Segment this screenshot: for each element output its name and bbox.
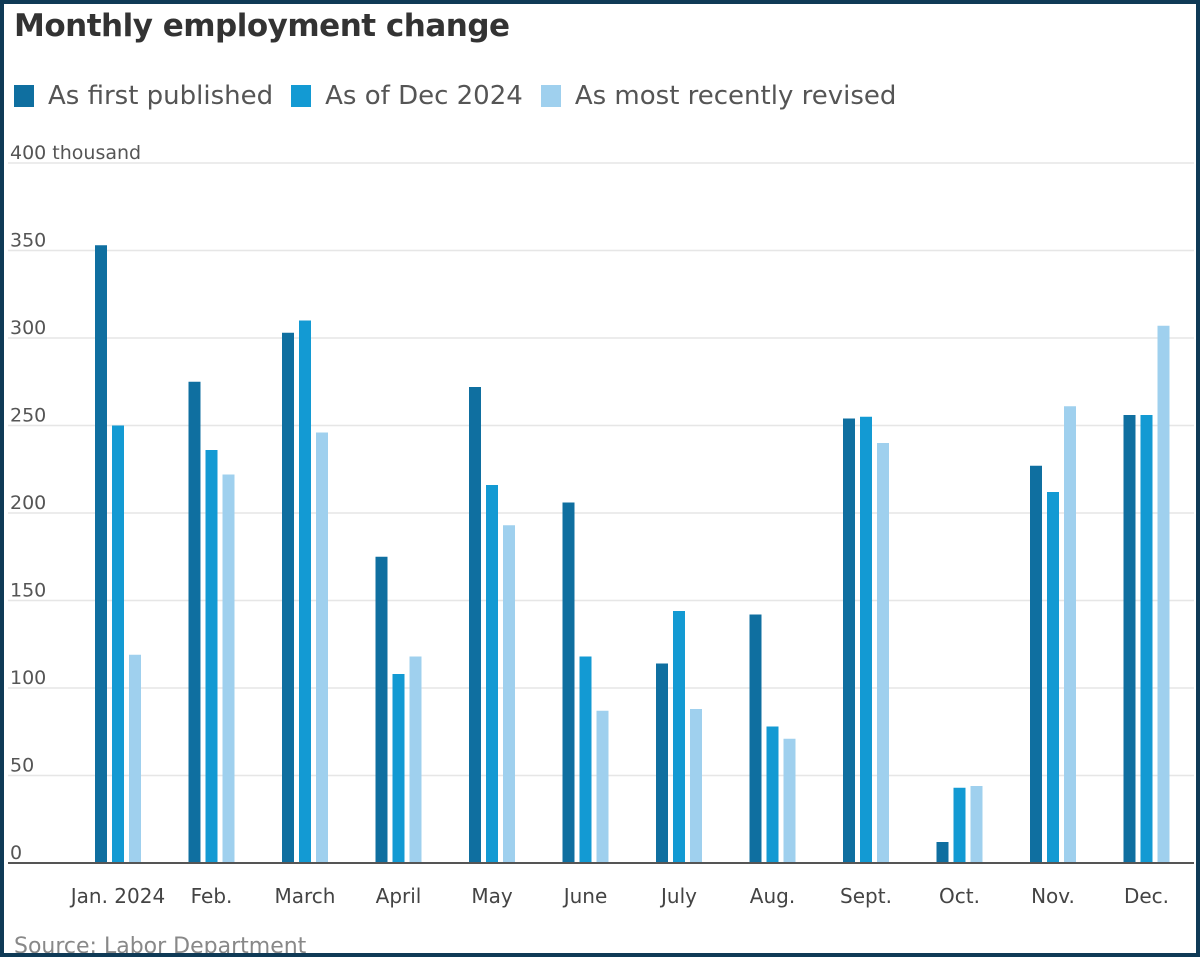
y-tick-label: 300 <box>10 317 46 339</box>
bar <box>1157 325 1170 863</box>
x-tick-label: May <box>471 884 513 908</box>
bar <box>316 432 328 863</box>
legend-item-as-of-dec-2024: As of Dec 2024 <box>291 81 523 111</box>
x-tick-label: March <box>275 884 336 908</box>
x-tick-label: Dec. <box>1124 884 1169 908</box>
chart-source: Source: Labor Department <box>14 934 307 957</box>
x-tick-label: June <box>562 884 608 908</box>
bar <box>860 416 872 863</box>
x-tick-label: Sept. <box>840 884 892 908</box>
bar <box>486 485 498 863</box>
legend-label-as-of-dec-2024: As of Dec 2024 <box>325 81 523 111</box>
bar <box>95 245 107 863</box>
bar <box>562 502 575 863</box>
bar <box>222 474 235 863</box>
bar <box>205 450 218 863</box>
bar <box>112 425 124 863</box>
legend-label-most-recently-revised: As most recently revised <box>574 81 897 111</box>
x-tick-label: Aug. <box>750 884 795 908</box>
y-tick-label: 0 <box>10 842 22 864</box>
chart-title: Monthly employment change <box>14 8 510 44</box>
bar <box>188 381 201 863</box>
bar <box>783 738 796 863</box>
bar <box>282 332 294 863</box>
x-tick-label: April <box>376 884 422 908</box>
bar <box>1064 406 1076 863</box>
legend-swatch-most-recently-revised <box>540 85 561 107</box>
bar <box>1123 415 1136 863</box>
x-tick-label: Jan. 2024 <box>69 884 165 908</box>
legend-label-first-published: As first published <box>48 81 274 111</box>
bar <box>877 443 889 863</box>
legend-swatch-as-of-dec-2024 <box>291 85 312 107</box>
bar <box>690 709 702 863</box>
legend-item-first-published: As first published <box>14 81 273 111</box>
bar <box>843 418 855 863</box>
x-tick-label: Oct. <box>939 884 980 908</box>
y-tick-label: 50 <box>10 755 34 777</box>
x-tick-label: Feb. <box>191 884 233 908</box>
bar <box>1140 415 1153 863</box>
y-tick-label: 100 <box>10 667 46 689</box>
x-tick-label: July <box>659 884 697 908</box>
bar <box>392 674 405 863</box>
bar <box>953 787 966 863</box>
chart-legend: As first published As of Dec 2024 As mos… <box>14 79 914 113</box>
bar <box>766 726 779 863</box>
bar <box>503 525 515 863</box>
bar <box>970 786 983 863</box>
bar <box>409 656 422 863</box>
bar <box>936 842 949 863</box>
bar <box>579 656 592 863</box>
bar-chart: 0 50 100 150 200 250 300 350 400 thousand Jan. 20… <box>8 142 1194 908</box>
bar <box>1030 465 1042 863</box>
bar <box>299 320 311 863</box>
bar <box>673 611 685 863</box>
bar <box>129 654 141 863</box>
bar <box>656 663 668 863</box>
y-tick-label: 200 <box>10 492 46 514</box>
x-tick-label: Nov. <box>1031 884 1075 908</box>
bar <box>1047 492 1059 863</box>
legend-item-most-recently-revised: As most recently revised <box>540 81 897 111</box>
y-tick-label: 250 <box>10 405 46 427</box>
bar <box>749 614 762 863</box>
y-tick-label: 350 <box>10 230 46 252</box>
y-tick-label: 150 <box>10 580 46 602</box>
legend-swatch-first-published <box>14 85 34 107</box>
y-unit-label: 400 thousand <box>10 142 141 164</box>
bar <box>469 387 481 863</box>
bar <box>375 556 388 863</box>
bar <box>596 710 609 863</box>
